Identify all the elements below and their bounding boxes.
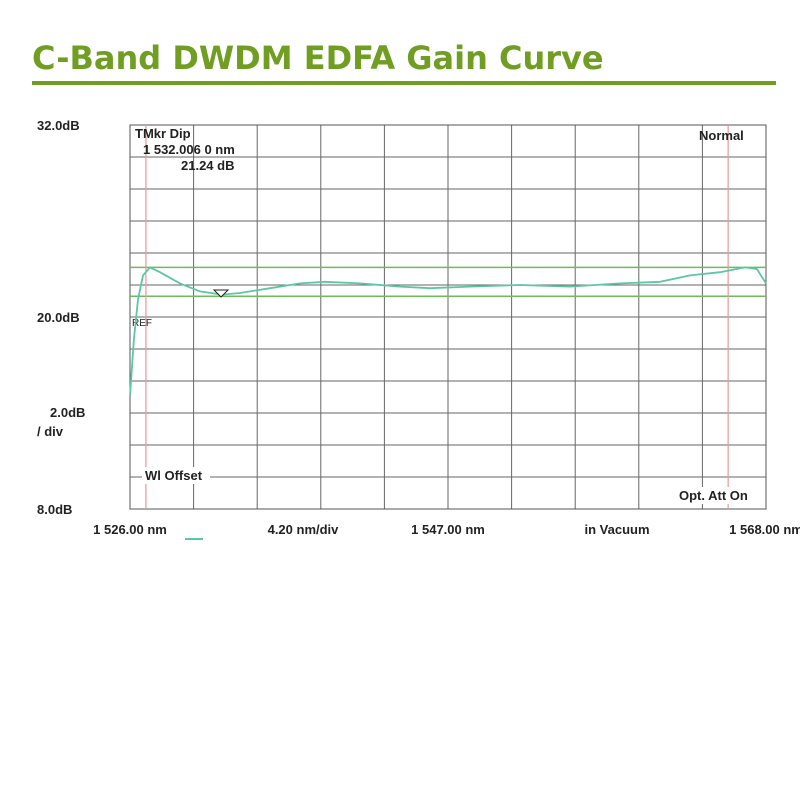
- y-tick-label: 8.0dB: [37, 502, 72, 517]
- plot-frame: [129, 124, 767, 510]
- y-scale-label: / div: [37, 424, 64, 439]
- annotation: Opt. Att On: [679, 488, 748, 503]
- annotation: REF: [132, 318, 152, 329]
- x-scale-label: 4.20 nm/div: [268, 522, 340, 537]
- y-tick-label: 32.0dB: [37, 118, 80, 133]
- annotation: 1 532.006 0 nm: [143, 142, 235, 157]
- x-tick-label: 1 526.00 nm: [93, 522, 167, 537]
- title-rule: [32, 81, 776, 85]
- marker-triangle: [212, 289, 230, 298]
- label-backdrop: [676, 487, 756, 504]
- y-tick-label: 20.0dB: [37, 310, 80, 325]
- page-title: C-Band DWDM EDFA Gain Curve: [32, 39, 604, 77]
- x-tick-label: 1 547.00 nm: [411, 522, 485, 537]
- annotation: TMkr Dip: [135, 126, 191, 141]
- annotation: Wl Offset: [145, 468, 203, 483]
- x-tick-label: 1 568.00 nm: [729, 522, 800, 537]
- trace: [129, 266, 767, 396]
- annotation: 21.24 dB: [181, 158, 234, 173]
- annotation: Normal: [699, 128, 744, 143]
- x-scale-label: in Vacuum: [584, 522, 649, 537]
- label-backdrop: [142, 467, 210, 484]
- y-scale-label: 2.0dB: [50, 405, 85, 420]
